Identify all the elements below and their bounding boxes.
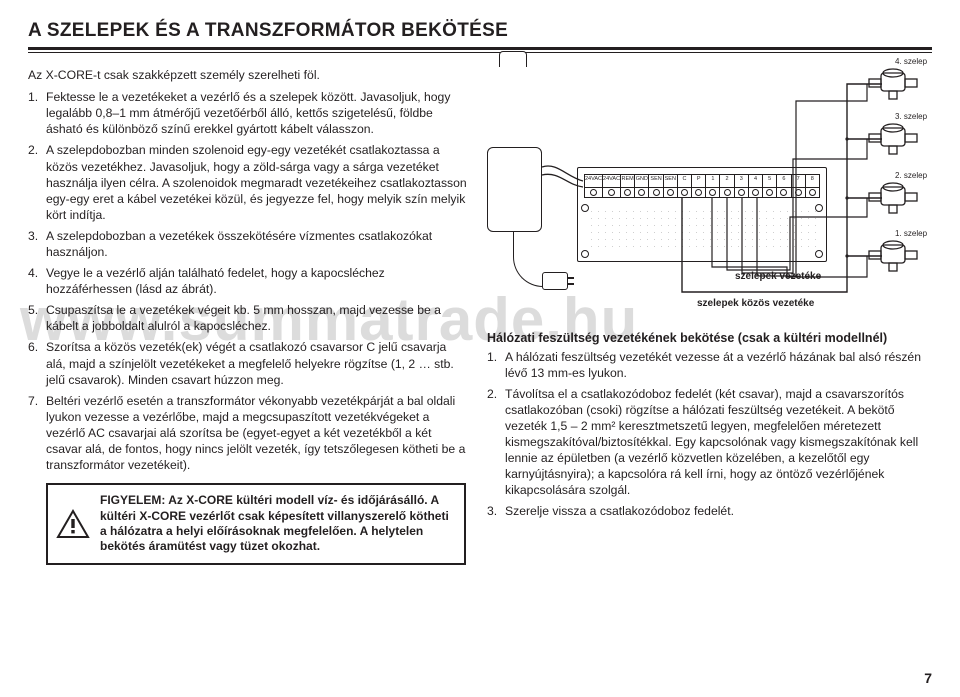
title-rules <box>28 47 932 53</box>
warning-icon <box>56 509 90 539</box>
terminal: 24VAC <box>603 175 621 197</box>
terminal: SEN <box>664 175 678 197</box>
right-steps-list: A hálózati feszültség vezetékét vezesse … <box>487 349 932 520</box>
valve-label: 3. szelep <box>895 112 927 123</box>
caption-common-wire: szelepek közös vezetéke <box>697 297 814 310</box>
valve-label: 1. szelep <box>895 229 927 240</box>
intro-text: Az X-CORE-t csak szakképzett személy sze… <box>28 67 469 83</box>
left-step: A szelepdobozban minden szolenoid egy-eg… <box>46 142 469 222</box>
right-column: 24VAC24VACREMGNDSENSENCP12345678 4. szel… <box>487 67 932 565</box>
right-step: A hálózati feszültség vezetékét vezesse … <box>505 349 932 381</box>
power-supply-top <box>499 51 527 67</box>
terminal: REM <box>621 175 635 197</box>
terminal-strip: 24VAC24VACREMGNDSENSENCP12345678 <box>584 174 820 198</box>
valve: 2. szelep <box>867 181 919 215</box>
warning-box: FIGYELEM: Az X-CORE kültéri modell víz- … <box>46 483 466 564</box>
terminal: 3 <box>735 175 749 197</box>
valve: 3. szelep <box>867 122 919 156</box>
terminal: 5 <box>763 175 777 197</box>
right-step: Szerelje vissza a csatlakozódoboz fedelé… <box>505 503 932 519</box>
terminal: GND <box>635 175 649 197</box>
terminal: 7 <box>792 175 806 197</box>
left-column: Az X-CORE-t csak szakképzett személy sze… <box>28 67 469 565</box>
left-step: Beltéri vezérlő esetén a transzformátor … <box>46 393 469 473</box>
power-supply <box>487 147 542 232</box>
screw-icon <box>815 204 823 212</box>
left-step: Fektesse le a vezetékeket a vezérlő és a… <box>46 89 469 137</box>
valve: 4. szelep <box>867 67 919 101</box>
terminal: SEN <box>649 175 663 197</box>
left-step: Csupaszítsa le a vezetékek végeit kb. 5 … <box>46 302 469 334</box>
terminal: 8 <box>806 175 819 197</box>
terminal: P <box>692 175 706 197</box>
power-plug <box>542 272 568 290</box>
pcb-pattern <box>588 208 816 253</box>
caption-valve-wires: szelepek vezetéke <box>735 270 821 283</box>
screw-icon <box>815 250 823 258</box>
terminal: 6 <box>777 175 791 197</box>
screw-icon <box>581 250 589 258</box>
page-number: 7 <box>924 669 932 687</box>
page-title: A SZELEPEK ÉS A TRANSZFORMÁTOR BEKÖTÉSE <box>28 18 932 43</box>
terminal: 1 <box>706 175 720 197</box>
valve-label: 2. szelep <box>895 171 927 182</box>
terminal: 2 <box>720 175 734 197</box>
terminal: 4 <box>749 175 763 197</box>
left-step: Szorítsa a közös vezeték(ek) végét a csa… <box>46 339 469 387</box>
right-step: Távolítsa el a csatlakozódoboz fedelét (… <box>505 386 932 499</box>
valve-label: 4. szelep <box>895 57 927 68</box>
valve: 1. szelep <box>867 239 919 273</box>
terminal: C <box>678 175 692 197</box>
left-steps-list: Fektesse le a vezetékeket a vezérlő és a… <box>28 89 469 473</box>
controller-box: 24VAC24VACREMGNDSENSENCP12345678 <box>577 167 827 262</box>
right-heading: Hálózati feszültség vezetékének bekötése… <box>487 330 932 347</box>
wiring-diagram: 24VAC24VACREMGNDSENSENCP12345678 4. szel… <box>487 67 932 322</box>
warning-text: FIGYELEM: Az X-CORE kültéri modell víz- … <box>100 493 454 554</box>
left-step: A szelepdobozban a vezetékek összekötésé… <box>46 228 469 260</box>
left-step: Vegye le a vezérlő alján található fedel… <box>46 265 469 297</box>
terminal: 24VAC <box>585 175 603 197</box>
